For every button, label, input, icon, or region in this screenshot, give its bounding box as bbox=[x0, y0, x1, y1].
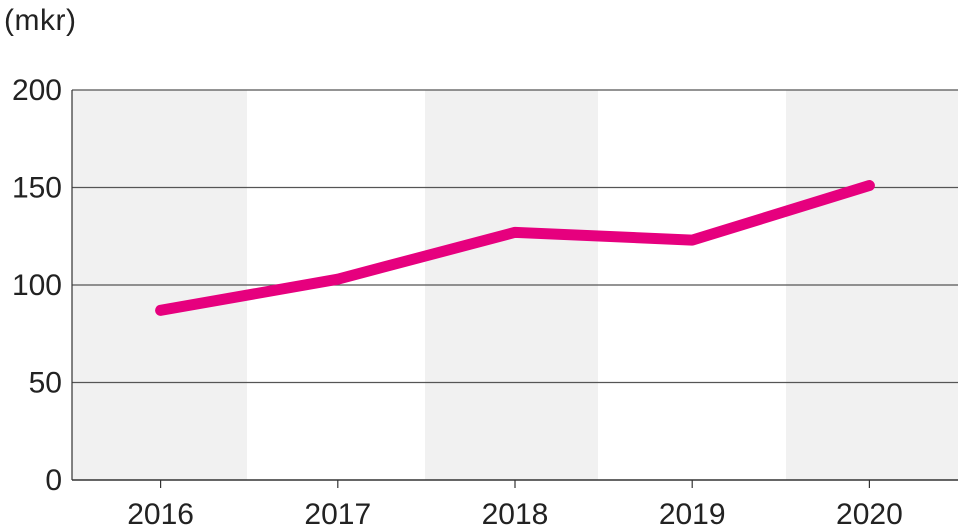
x-tick-label-2017: 2017 bbox=[304, 498, 371, 530]
x-tick-label-2019: 2019 bbox=[659, 498, 726, 530]
x-tick-labels: 2016 2017 2018 2019 2020 bbox=[127, 498, 903, 530]
x-tick-label-2018: 2018 bbox=[482, 498, 549, 530]
series-layer bbox=[155, 180, 875, 316]
y-unit-label: (mkr) bbox=[4, 4, 77, 37]
y-tick-label-150: 150 bbox=[12, 172, 62, 205]
y-tick-label-0: 0 bbox=[45, 464, 62, 497]
y-tick-labels: 0 50 100 150 200 bbox=[12, 74, 62, 497]
y-tick-label-200: 200 bbox=[12, 74, 62, 107]
x-tick-label-2016: 2016 bbox=[127, 498, 194, 530]
y-tick-label-50: 50 bbox=[29, 367, 62, 400]
y-tick-label-100: 100 bbox=[12, 269, 62, 302]
x-tick-label-2020: 2020 bbox=[836, 498, 903, 530]
x-axis-ticks bbox=[160, 480, 871, 488]
